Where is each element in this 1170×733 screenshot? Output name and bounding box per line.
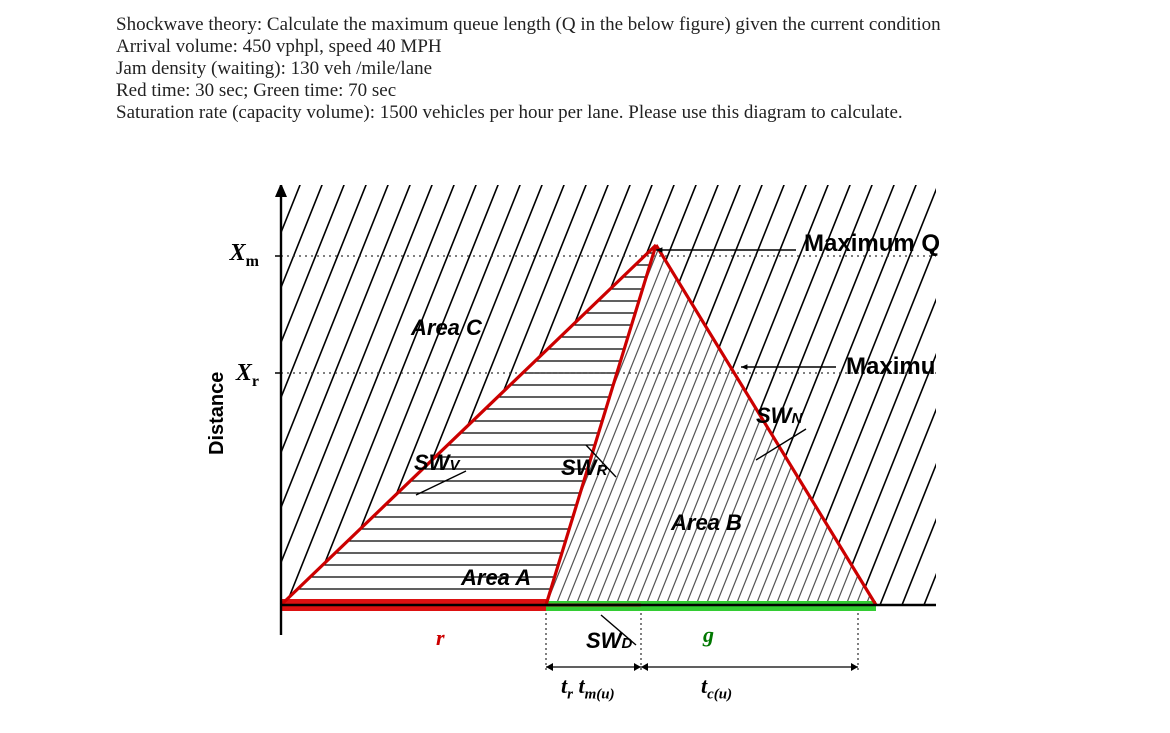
- problem-line-4: Red time: 30 sec; Green time: 70 sec: [116, 80, 1126, 102]
- problem-line-3: Jam density (waiting): 130 veh /mile/lan…: [116, 58, 1126, 80]
- label-red-r: r: [436, 625, 445, 651]
- label-area-c: Area C: [411, 315, 482, 341]
- label-tr-tmu: tr tm(u): [561, 673, 615, 703]
- label-maximu: Maximu: [846, 353, 935, 381]
- label-sw-r: SWR: [561, 455, 607, 481]
- problem-statement: Shockwave theory: Calculate the maximum …: [116, 14, 1126, 124]
- tick-xr: Xr: [211, 360, 259, 391]
- shockwave-figure: Distance Xm Xr Maximum Q Maximu Area C A…: [116, 185, 1056, 725]
- tick-xm: Xm: [211, 240, 259, 271]
- problem-line-2: Arrival volume: 450 vphpl, speed 40 MPH: [116, 36, 1126, 58]
- label-sw-d: SWD: [586, 628, 632, 654]
- problem-line-1: Shockwave theory: Calculate the maximum …: [116, 14, 1126, 36]
- label-sw-v: SWV: [414, 450, 459, 476]
- label-area-b: Area B: [671, 510, 742, 536]
- label-sw-n: SWN: [756, 403, 802, 429]
- label-maximum-q: Maximum Q: [804, 230, 940, 258]
- label-area-a: Area A: [461, 565, 531, 591]
- problem-line-5: Saturation rate (capacity volume): 1500 …: [116, 102, 1126, 124]
- label-green-g: g: [703, 622, 714, 648]
- label-tcu: tc(u): [701, 673, 732, 703]
